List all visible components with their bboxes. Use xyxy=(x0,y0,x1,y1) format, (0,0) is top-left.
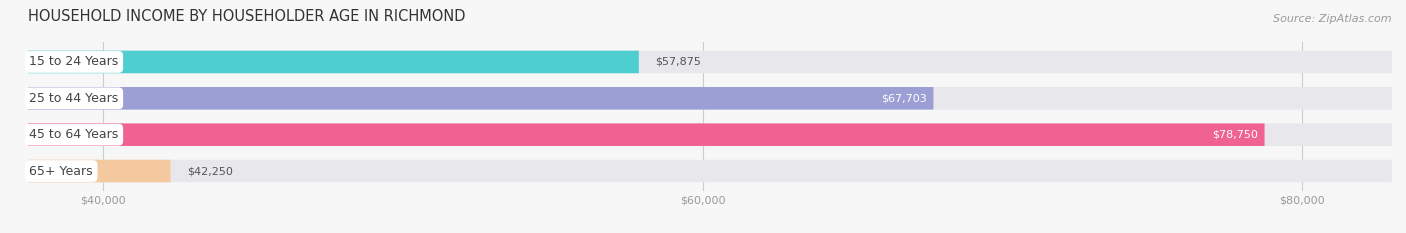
Text: 45 to 64 Years: 45 to 64 Years xyxy=(30,128,118,141)
FancyBboxPatch shape xyxy=(28,51,1392,73)
Text: Source: ZipAtlas.com: Source: ZipAtlas.com xyxy=(1274,14,1392,24)
FancyBboxPatch shape xyxy=(28,51,638,73)
Text: $42,250: $42,250 xyxy=(187,166,233,176)
Text: 65+ Years: 65+ Years xyxy=(30,164,93,178)
FancyBboxPatch shape xyxy=(28,160,170,182)
Text: $57,875: $57,875 xyxy=(655,57,702,67)
Text: $78,750: $78,750 xyxy=(1212,130,1258,140)
FancyBboxPatch shape xyxy=(28,87,934,110)
Text: $67,703: $67,703 xyxy=(880,93,927,103)
Text: 15 to 24 Years: 15 to 24 Years xyxy=(30,55,118,69)
Text: 25 to 44 Years: 25 to 44 Years xyxy=(30,92,118,105)
Text: HOUSEHOLD INCOME BY HOUSEHOLDER AGE IN RICHMOND: HOUSEHOLD INCOME BY HOUSEHOLDER AGE IN R… xyxy=(28,9,465,24)
FancyBboxPatch shape xyxy=(28,123,1392,146)
FancyBboxPatch shape xyxy=(28,87,1392,110)
FancyBboxPatch shape xyxy=(28,160,1392,182)
FancyBboxPatch shape xyxy=(28,123,1264,146)
